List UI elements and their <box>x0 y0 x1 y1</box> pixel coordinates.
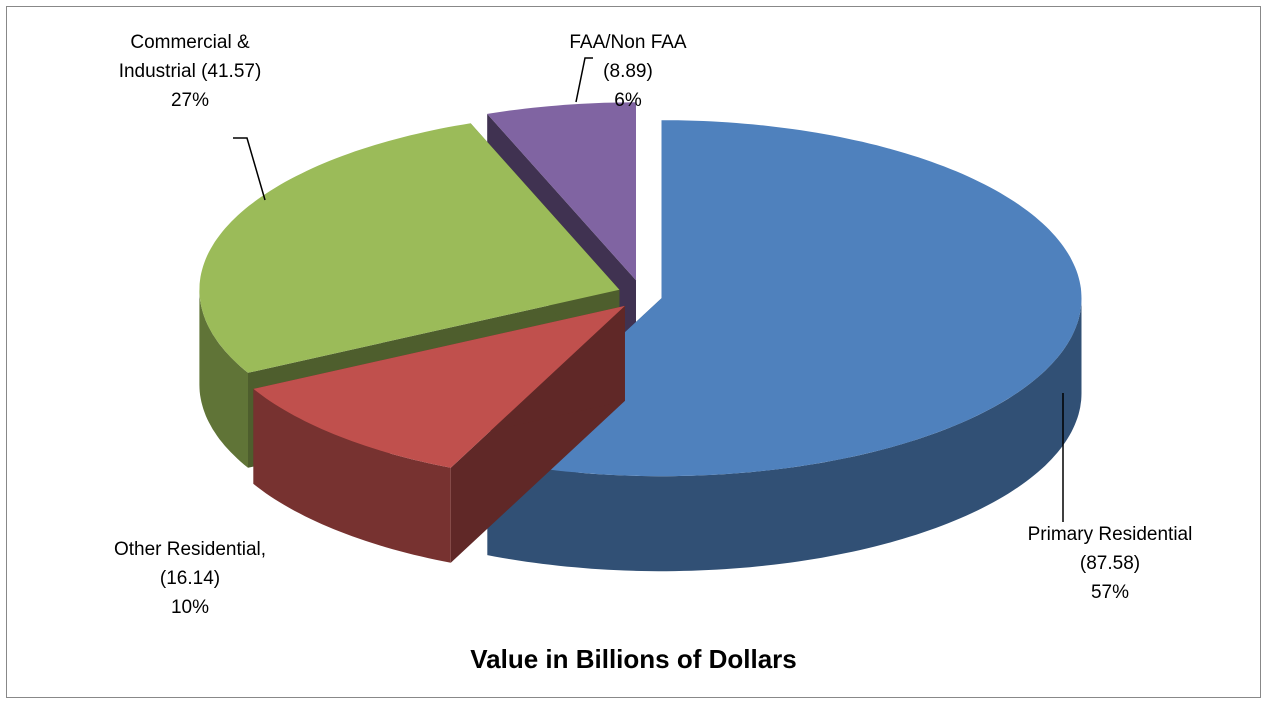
category-label: Other Residential, <box>113 539 267 560</box>
category-label: FAA/Non FAA <box>569 32 687 53</box>
chart-title: Value in Billions of Dollars <box>470 644 797 674</box>
category-label: Commercial & Industrial <box>118 32 250 82</box>
value-label: (16.14) <box>159 568 221 589</box>
percent-label: 10% <box>170 597 210 618</box>
category-label: Primary Residential <box>1027 524 1193 545</box>
percent-label: 27% <box>170 90 210 111</box>
slice-wall <box>253 388 451 563</box>
value-label: (41.57) <box>201 61 262 82</box>
slice-label: Other Residential, (16.14) 10% <box>70 535 310 622</box>
slice-label: Primary Residential (87.58) 57% <box>990 520 1230 607</box>
slice-wall <box>199 289 248 468</box>
slice <box>487 120 1082 477</box>
percent-label: 57% <box>1090 582 1130 603</box>
slice-label: Commercial & Industrial (41.57) 27% <box>105 28 275 115</box>
slice <box>199 123 620 373</box>
leader-line <box>233 137 266 201</box>
slice-label: FAA/Non FAA (8.89) 6% <box>508 28 748 115</box>
slice <box>487 102 636 281</box>
slice-wall <box>487 298 1082 572</box>
slice <box>253 305 625 468</box>
leader-line <box>575 57 593 103</box>
value-label: (87.58) <box>1079 553 1141 574</box>
percent-label: 6% <box>614 90 642 111</box>
value-label: (8.89) <box>603 61 653 82</box>
